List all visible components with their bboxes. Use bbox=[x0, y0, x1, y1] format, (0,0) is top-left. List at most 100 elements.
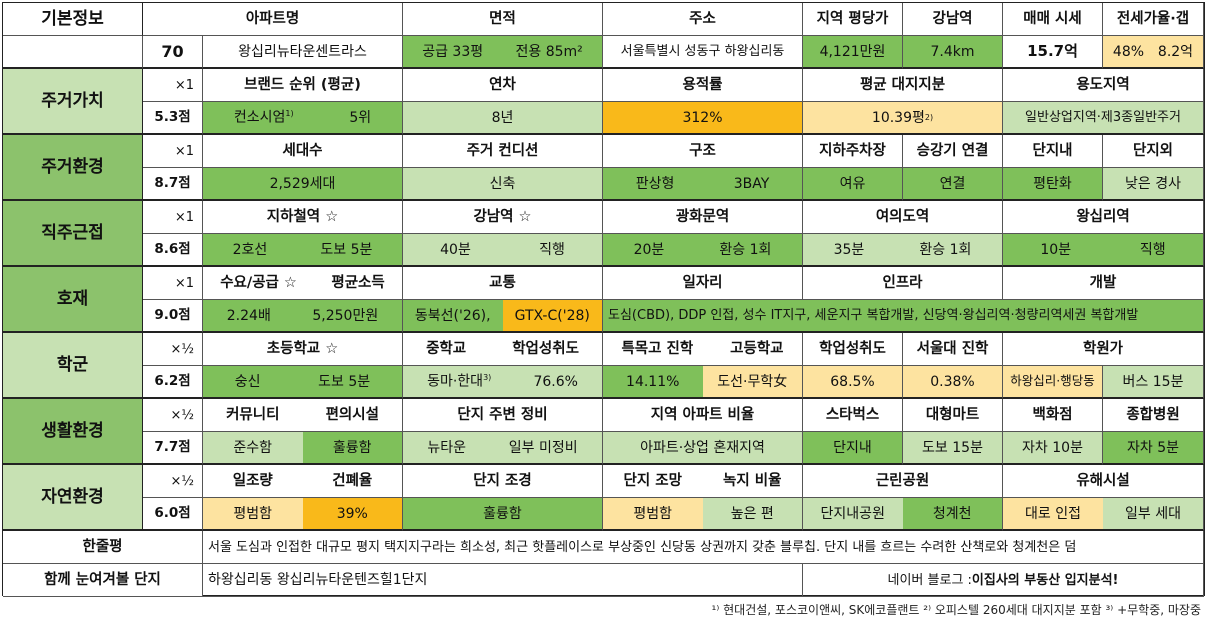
header-dept: 백화점 bbox=[1003, 399, 1103, 432]
land-share: 10.39평 2) bbox=[803, 102, 1003, 135]
header-jobs: 일자리 bbox=[603, 267, 803, 300]
header-elevator: 승강기 연결 bbox=[903, 135, 1003, 168]
gangnam-mode: 직행 bbox=[539, 241, 565, 258]
households: 2,529세대 bbox=[203, 168, 403, 201]
middle: 동마·한대3) bbox=[427, 373, 492, 390]
area-values: 공급 33평 전용 85m² bbox=[403, 36, 603, 69]
gangnam-distance: 7.4km bbox=[903, 36, 1003, 69]
mart: 도보 15분 bbox=[903, 432, 1003, 465]
header-middle: 중학교 bbox=[426, 340, 467, 357]
header-middle-group: 중학교 학업성취도 bbox=[403, 333, 603, 366]
summary-text: 서울 도심과 인접한 대규모 평지 택지지구라는 희소성, 최근 핫플레이스로 … bbox=[203, 531, 1204, 564]
subway-values: 2호선 도보 5분 bbox=[203, 234, 403, 267]
high-school: 도선·무학女 bbox=[702, 366, 802, 397]
park-1: 단지내공원 bbox=[803, 498, 903, 529]
transport-1: 동북선('26), bbox=[414, 307, 491, 324]
academy: 하왕십리·행당동 bbox=[1003, 366, 1103, 399]
header-households: 세대수 bbox=[203, 135, 403, 168]
header-transport: 교통 bbox=[403, 267, 603, 300]
header-avg-income: 평균소득 bbox=[331, 274, 385, 291]
header-gangnam: 강남역 bbox=[903, 3, 1003, 36]
avg-income: 5,250만원 bbox=[312, 307, 379, 324]
header-snu: 서울대 진학 bbox=[903, 333, 1003, 366]
blog-credit: 네이버 블로그 : 이집사의 부동산 입지분석! bbox=[803, 564, 1204, 597]
zoning: 일반상업지역·제3종일반주거 bbox=[1003, 102, 1204, 135]
academy-bus: 버스 15분 bbox=[1103, 366, 1204, 399]
dept: 자차 10분 bbox=[1003, 432, 1103, 465]
gangnam-values: 40분 직행 bbox=[403, 234, 603, 267]
header-supply-demand: 수요/공급 ☆ bbox=[220, 274, 297, 291]
header-view-green-group: 단지 조망 녹지 비율 bbox=[603, 465, 803, 498]
gap: 8.2억 bbox=[1157, 43, 1194, 60]
structure-type2: 3BAY bbox=[733, 175, 770, 192]
header-condition: 주거 컨디션 bbox=[403, 135, 603, 168]
sun-bcr-values: 평범함 39% bbox=[203, 498, 403, 531]
area-supply: 공급 33평 bbox=[422, 43, 484, 60]
nature-mult: ×½ bbox=[143, 465, 203, 498]
wangsimni-time: 10분 bbox=[1040, 241, 1072, 258]
development-score: 9.0점 bbox=[143, 300, 203, 333]
gwanghwamun-values: 20분 환승 1회 bbox=[603, 234, 803, 267]
header-supply-income: 수요/공급 ☆ 평균소득 bbox=[203, 267, 403, 300]
header-special-hs: 특목고 진학 bbox=[621, 340, 694, 357]
header-apt-ratio: 지역 아파트 비율 bbox=[603, 399, 803, 432]
sale-price: 15.7억 bbox=[1003, 36, 1103, 69]
snu: 0.38% bbox=[903, 366, 1003, 399]
header-view: 단지 조망 bbox=[623, 472, 682, 489]
header-community: 커뮤니티 bbox=[226, 406, 280, 423]
header-inner: 단지내 bbox=[1003, 135, 1103, 168]
residential-env-label: 주거환경 bbox=[3, 135, 143, 201]
outer: 낮은 경사 bbox=[1103, 168, 1204, 201]
area-exclusive: 전용 85m² bbox=[515, 43, 583, 60]
header-park: 근린공원 bbox=[803, 465, 1003, 498]
residential-env-mult: ×1 bbox=[143, 135, 203, 168]
address: 서울특별시 성동구 하왕십리동 bbox=[603, 36, 803, 69]
footnote: ¹⁾ 현대건설, 포스코이앤씨, SK에코플랜트 ²⁾ 오피스텔 260세대 대… bbox=[711, 603, 1201, 617]
gangnam-time: 40분 bbox=[440, 241, 471, 258]
sunlight: 평범함 bbox=[203, 498, 303, 529]
basic-score: 70 bbox=[143, 36, 203, 69]
jeonse-rate: 48% bbox=[1112, 43, 1145, 60]
surround-1: 뉴타운 bbox=[427, 439, 467, 456]
header-area: 면적 bbox=[403, 3, 603, 36]
school-label: 학군 bbox=[3, 333, 143, 399]
high-score: 68.5% bbox=[803, 366, 903, 399]
header-gangnam-station: 강남역 ☆ bbox=[403, 201, 603, 234]
elementary-walk: 도보 5분 bbox=[318, 373, 371, 390]
subway-walk: 도보 5분 bbox=[320, 241, 373, 258]
community: 준수함 bbox=[203, 432, 303, 463]
surround-values: 뉴타운 일부 미정비 bbox=[403, 432, 603, 465]
yeouido-mode: 환승 1회 bbox=[919, 241, 972, 258]
header-jeonse: 전세가율·갭 bbox=[1103, 3, 1204, 36]
header-landscape: 단지 조경 bbox=[403, 465, 603, 498]
hospital: 자차 5분 bbox=[1103, 432, 1204, 465]
brand-values: 컨소시엄1) 5위 bbox=[203, 102, 403, 135]
starbucks: 단지내 bbox=[803, 432, 903, 465]
condition: 신축 bbox=[403, 168, 603, 201]
elementary-values: 숭신 도보 5분 bbox=[203, 366, 403, 399]
elementary: 숭신 bbox=[234, 373, 261, 390]
commute-mult: ×1 bbox=[143, 201, 203, 234]
header-hospital: 종합병원 bbox=[1103, 399, 1204, 432]
header-hazard: 유해시설 bbox=[1003, 465, 1204, 498]
transport-2: GTX-C('28) bbox=[502, 300, 602, 331]
wangsimni-mode: 직행 bbox=[1139, 241, 1166, 258]
amenities: 훌륭함 bbox=[302, 432, 402, 463]
header-elementary: 초등학교 ☆ bbox=[203, 333, 403, 366]
subway-line: 2호선 bbox=[232, 241, 268, 258]
bcr: 39% bbox=[302, 498, 402, 529]
header-land-share: 평균 대지지분 bbox=[803, 69, 1003, 102]
far: 312% bbox=[603, 102, 803, 135]
green: 높은 편 bbox=[702, 498, 802, 529]
park-2: 청계천 bbox=[902, 498, 1002, 529]
header-gwanghwamun: 광화문역 bbox=[603, 201, 803, 234]
elevator: 연결 bbox=[903, 168, 1003, 201]
header-surround: 단지 주변 정비 bbox=[403, 399, 603, 432]
landscape: 훌륭함 bbox=[403, 498, 603, 531]
hs-values: 14.11% 도선·무학女 bbox=[603, 366, 803, 399]
header-zoning: 용도지역 bbox=[1003, 69, 1204, 102]
park-values: 단지내공원 청계천 bbox=[803, 498, 1003, 531]
parking: 여유 bbox=[803, 168, 903, 201]
header-yeouido: 여의도역 bbox=[803, 201, 1003, 234]
